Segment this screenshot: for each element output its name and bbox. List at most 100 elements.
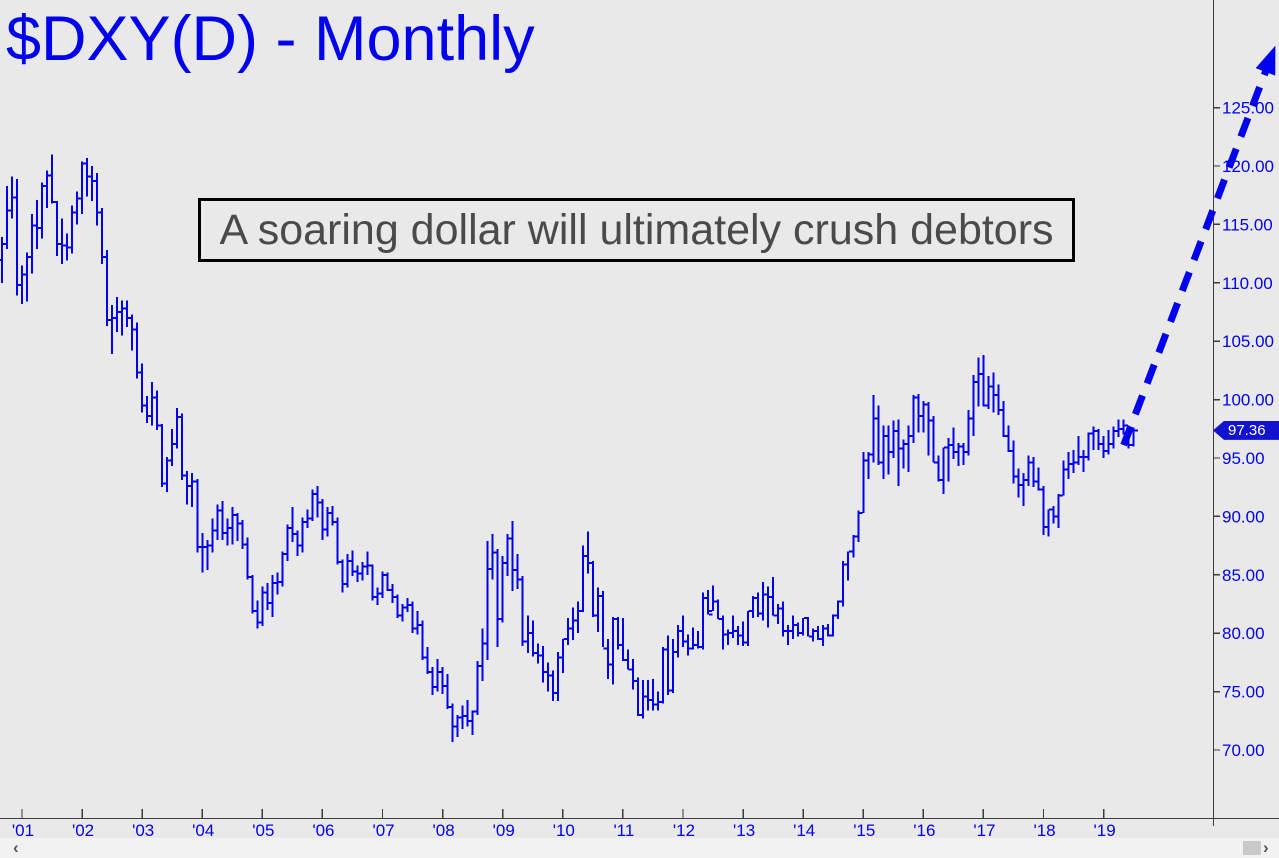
open-tick bbox=[122, 307, 127, 310]
open-tick bbox=[598, 594, 602, 597]
open-tick bbox=[353, 570, 357, 573]
price-bar bbox=[651, 678, 654, 711]
price-bar bbox=[972, 375, 975, 436]
price-bar bbox=[1117, 419, 1120, 437]
price-bar bbox=[551, 670, 554, 701]
price-bar bbox=[151, 382, 154, 426]
close-tick bbox=[1134, 429, 1139, 432]
open-tick bbox=[338, 560, 342, 563]
scrollbar-thumb[interactable] bbox=[1243, 841, 1261, 855]
open-tick bbox=[1034, 480, 1038, 483]
x-tick-label: '02 bbox=[72, 821, 94, 840]
open-tick bbox=[974, 381, 978, 384]
open-tick bbox=[768, 596, 773, 599]
price-bar bbox=[827, 623, 830, 637]
price-bar bbox=[1082, 449, 1085, 473]
open-tick bbox=[107, 319, 112, 322]
price-bar bbox=[1057, 494, 1060, 529]
price-bar bbox=[907, 425, 910, 473]
price-bar bbox=[306, 509, 309, 529]
price-bar bbox=[832, 614, 835, 637]
price-bar bbox=[912, 394, 915, 443]
scroll-right-icon[interactable]: › bbox=[1263, 838, 1269, 857]
open-tick bbox=[533, 652, 537, 655]
price-bar bbox=[762, 581, 765, 621]
open-tick bbox=[964, 451, 968, 454]
scroll-left-icon[interactable]: ‹ bbox=[13, 838, 19, 857]
price-bar bbox=[1107, 429, 1110, 455]
y-tick-label: 105.00 bbox=[1222, 332, 1274, 351]
projection-arrow-head-icon bbox=[1255, 45, 1276, 76]
price-bar bbox=[1097, 428, 1100, 450]
x-tick-label: '08 bbox=[433, 821, 455, 840]
open-tick bbox=[257, 621, 262, 624]
open-tick bbox=[388, 588, 392, 591]
open-tick bbox=[1089, 432, 1093, 435]
open-tick bbox=[578, 610, 582, 613]
open-tick bbox=[1054, 515, 1058, 518]
horizontal-scrollbar[interactable]: ‹ › bbox=[0, 838, 1279, 858]
price-bar bbox=[937, 455, 940, 482]
price-bar bbox=[381, 571, 384, 599]
price-bar bbox=[1027, 455, 1030, 487]
price-bar bbox=[46, 170, 49, 209]
open-tick bbox=[663, 648, 667, 651]
price-bar bbox=[676, 625, 679, 658]
price-bar bbox=[471, 710, 474, 735]
price-bar bbox=[311, 489, 314, 522]
open-tick bbox=[643, 695, 647, 698]
open-tick bbox=[1114, 430, 1118, 433]
open-tick bbox=[1084, 455, 1088, 458]
price-bar bbox=[386, 572, 389, 592]
open-tick bbox=[333, 521, 337, 524]
price-bar bbox=[737, 626, 740, 645]
last-price-value: 97.36 bbox=[1228, 421, 1266, 439]
price-bar bbox=[977, 357, 980, 407]
price-bar bbox=[802, 618, 805, 636]
open-tick bbox=[783, 629, 788, 632]
price-bar bbox=[646, 679, 649, 711]
price-bar bbox=[396, 594, 399, 619]
open-tick bbox=[763, 593, 768, 596]
open-tick bbox=[959, 445, 963, 448]
price-bar bbox=[316, 486, 319, 518]
open-tick bbox=[72, 211, 77, 214]
price-bar bbox=[692, 627, 695, 650]
price-bar bbox=[461, 705, 464, 729]
price-bar bbox=[446, 674, 449, 710]
x-tick-label: '14 bbox=[793, 821, 815, 840]
price-bar bbox=[181, 413, 184, 481]
price-bar bbox=[321, 498, 324, 540]
open-tick bbox=[843, 563, 848, 566]
open-tick bbox=[77, 197, 82, 200]
price-bar bbox=[782, 601, 785, 637]
price-bar bbox=[161, 424, 164, 488]
price-bar bbox=[787, 625, 790, 645]
open-tick bbox=[227, 527, 232, 530]
close-tick bbox=[709, 613, 713, 616]
open-tick bbox=[558, 656, 562, 659]
price-bar bbox=[331, 505, 334, 526]
open-tick bbox=[863, 459, 868, 462]
open-tick bbox=[618, 643, 622, 646]
open-tick bbox=[883, 434, 888, 437]
price-bar bbox=[186, 470, 189, 505]
price-bar bbox=[15, 178, 18, 296]
x-tick-label: '16 bbox=[913, 821, 935, 840]
open-tick bbox=[197, 545, 202, 548]
open-tick bbox=[448, 705, 452, 708]
price-bar bbox=[541, 646, 544, 683]
open-tick bbox=[363, 565, 367, 568]
price-bar bbox=[451, 703, 454, 742]
price-bar bbox=[66, 233, 69, 261]
open-tick bbox=[1004, 434, 1008, 437]
price-bar bbox=[732, 615, 735, 638]
open-tick bbox=[1044, 525, 1048, 528]
y-tick-label: 95.00 bbox=[1222, 449, 1265, 468]
price-bar bbox=[1022, 473, 1025, 506]
open-tick bbox=[683, 640, 687, 643]
price-bar bbox=[681, 615, 684, 648]
open-tick bbox=[518, 578, 522, 581]
price-bar bbox=[216, 504, 219, 540]
